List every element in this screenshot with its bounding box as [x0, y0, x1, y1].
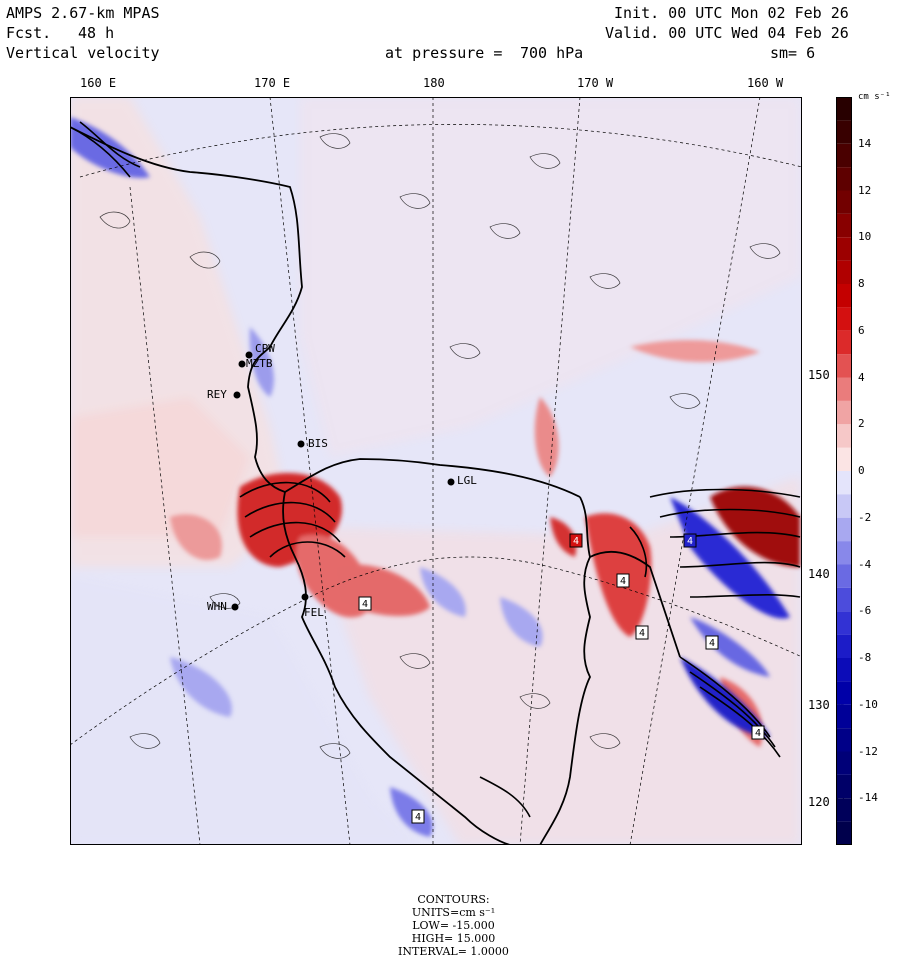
station-label-whn: WHN — [207, 600, 227, 613]
station-label-lgl: LGL — [457, 474, 477, 487]
colorbar-cell-negative — [836, 587, 852, 612]
negative-velocity-cells — [70, 117, 790, 837]
colorbar-cell-negative — [836, 564, 852, 588]
lon-label-170e: 170 E — [254, 76, 291, 90]
svg-text:4: 4 — [415, 812, 421, 823]
colorbar-cell-positive — [836, 400, 852, 425]
lon-label-160e: 160 E — [80, 76, 117, 90]
colorbar-cell-negative — [836, 774, 852, 799]
model-title: AMPS 2.67-km MPAS — [6, 4, 160, 22]
colorbar-tick-label: -4 — [858, 557, 872, 571]
colorbar-cell-positive — [836, 120, 852, 144]
svg-text:4: 4 — [755, 728, 761, 739]
svg-text:4: 4 — [687, 536, 693, 547]
colorbar-tick-label: -6 — [858, 604, 872, 618]
colorbar-tick-label: 10 — [858, 230, 872, 244]
colorbar-tick-label: 0 — [858, 464, 865, 477]
colorbar-cell-positive — [836, 424, 852, 448]
colorbar-tick-label: -8 — [858, 651, 872, 664]
colorbar — [836, 97, 852, 845]
colorbar-cell-positive — [836, 167, 852, 191]
colorbar-tick-label: 6 — [858, 323, 865, 337]
svg-text:4: 4 — [362, 599, 368, 610]
broad-shading — [70, 97, 800, 845]
dense-contour-clusters — [70, 121, 801, 818]
colorbar-tick-label: 12 — [858, 183, 872, 197]
valid-time: Valid. 00 UTC Wed 04 Feb 26 — [605, 24, 849, 42]
colorbar-cell-positive — [836, 330, 852, 355]
init-time: Init. 00 UTC Mon 02 Feb 26 — [614, 4, 849, 22]
contour-low: LOW= -15.000 — [412, 919, 495, 932]
colorbar-cell-positive — [836, 237, 852, 261]
colorbar-cell-positive — [836, 284, 852, 308]
colorbar-cell-positive — [836, 190, 852, 214]
colorbar-cell-positive — [836, 447, 852, 471]
colorbar-cell-negative — [836, 658, 852, 682]
lon-label-160w: 160 W — [747, 76, 784, 90]
lon-label-180: 180 — [423, 76, 445, 90]
level-value: 700 hPa — [520, 44, 584, 62]
colorbar-cell-negative — [836, 798, 852, 822]
colorbar-tick-label: -14 — [858, 791, 878, 805]
colorbar-tick-label: 14 — [858, 136, 872, 150]
colorbar-cell-negative — [836, 728, 852, 752]
colorbar-cell-negative — [836, 704, 852, 729]
colorbar-units: cm s⁻¹ — [858, 92, 891, 102]
colorbar-cell-negative — [836, 471, 852, 495]
colorbar-cell-negative — [836, 751, 852, 775]
graticule — [70, 97, 802, 845]
thin-contours — [99, 133, 781, 759]
colorbar-cell-negative — [836, 681, 852, 705]
contour-units: UNITS=cm s⁻¹ — [411, 906, 496, 919]
colorbar-tick-label: 8 — [858, 277, 865, 290]
coastline — [70, 126, 681, 845]
colorbar-cell-negative — [836, 821, 852, 845]
svg-text:4: 4 — [620, 576, 626, 587]
map-frame — [70, 97, 802, 845]
colorbar-cell-positive — [836, 143, 852, 168]
contour-high: HIGH= 15.000 — [411, 932, 496, 945]
colorbar-cell-positive — [836, 354, 852, 378]
forecast-label: Fcst. — [6, 24, 52, 42]
contour-info: CONTOURS: UNITS=cm s⁻¹ LOW= -15.000 HIGH… — [0, 880, 900, 958]
colorbar-tick-label: 4 — [858, 370, 865, 384]
station-label-cpw: CPW — [255, 342, 275, 355]
colorbar-tick-label: -12 — [858, 744, 878, 758]
vertical-velocity-map: 4 4 4 4 4 4 4 4 — [70, 97, 802, 845]
colorbar-cell-positive — [836, 97, 852, 121]
field-name: Vertical velocity — [6, 44, 160, 62]
colorbar-tick-label: -10 — [858, 697, 878, 711]
colorbar-cell-negative — [836, 541, 852, 565]
station-label-bis: BIS — [308, 437, 328, 450]
colorbar-cell-negative — [836, 634, 852, 658]
svg-text:4: 4 — [709, 638, 715, 649]
smoothing-label: sm= 6 — [770, 44, 816, 62]
colorbar-cell-positive — [836, 213, 852, 238]
colorbar-cell-positive — [836, 260, 852, 284]
forecast-hour: 48 h — [78, 24, 115, 42]
svg-text:4: 4 — [639, 628, 645, 639]
svg-text:4: 4 — [573, 536, 579, 547]
station-markers — [231, 351, 455, 611]
colorbar-cell-negative — [836, 494, 852, 518]
station-label-mztb: MZTB — [246, 357, 273, 370]
level-label: at pressure = — [385, 44, 503, 62]
colorbar-cell-positive — [836, 307, 852, 331]
colorbar-cell-negative — [836, 517, 852, 542]
colorbar-cell-negative — [836, 611, 852, 635]
contour-interval: INTERVAL= 1.0000 — [398, 945, 509, 958]
lon-label-170w: 170 W — [577, 76, 614, 90]
colorbar-tick-label: -2 — [858, 510, 872, 524]
station-label-fel: FEL — [304, 606, 324, 619]
colorbar-tick-label: 2 — [858, 417, 865, 431]
station-label-rey: REY — [207, 388, 227, 401]
colorbar-cell-positive — [836, 377, 852, 401]
extrema-marks: 4 4 4 4 4 4 4 4 — [358, 533, 765, 824]
